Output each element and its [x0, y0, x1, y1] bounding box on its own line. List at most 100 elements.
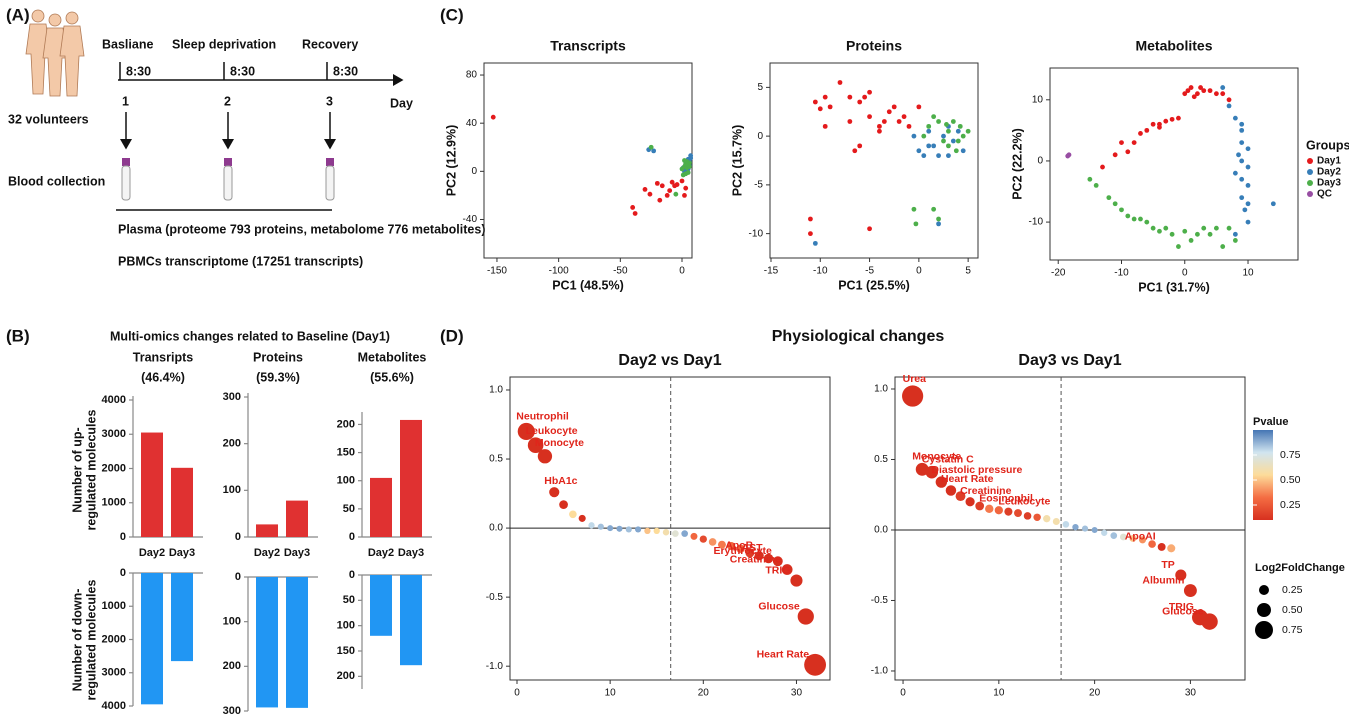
x-tick-label: 10	[1242, 268, 1254, 279]
point	[906, 123, 912, 129]
point	[936, 221, 941, 227]
point	[946, 143, 951, 149]
blood-tubes	[121, 158, 335, 201]
y-axis-label: PC2 (12.9%)	[444, 125, 458, 197]
point	[1125, 149, 1131, 155]
bubble	[1129, 534, 1137, 542]
bubble	[994, 506, 1003, 515]
y-tick-label: 1000	[102, 497, 126, 509]
y-tick-label: 1000	[102, 600, 126, 612]
time-label: 8:30	[230, 64, 255, 78]
point	[916, 148, 922, 154]
point	[936, 216, 941, 222]
point	[957, 123, 963, 129]
point	[1112, 201, 1118, 207]
point-label: Cystatin C	[922, 454, 974, 466]
point	[817, 106, 823, 112]
point	[1112, 152, 1118, 158]
point-label: Heart Rate	[757, 649, 810, 661]
point	[1150, 225, 1156, 231]
point	[1125, 213, 1131, 219]
bubble	[1175, 569, 1187, 581]
bubble	[1167, 544, 1176, 553]
bar	[370, 575, 392, 636]
bubble	[935, 476, 948, 488]
bubble	[662, 528, 670, 536]
colorbar-tick-label: 0.25	[1280, 499, 1301, 511]
point	[921, 133, 927, 139]
y-tick-label: 200	[223, 438, 241, 450]
bubble	[915, 462, 929, 476]
x-axis-label: PC1 (48.5%)	[552, 278, 624, 292]
point-label: Monocyte	[535, 437, 584, 449]
chart-title: Day2 vs Day1	[618, 352, 721, 369]
point	[867, 226, 872, 232]
y-tick-label: 200	[337, 670, 355, 682]
legend-label: Day2	[1317, 167, 1341, 178]
bubble	[1101, 529, 1108, 536]
y-tick-label: 0.5	[874, 454, 888, 465]
bubble	[925, 465, 939, 479]
bubble	[527, 437, 544, 454]
point	[1213, 91, 1219, 97]
bar	[286, 500, 308, 537]
bubble	[975, 501, 985, 511]
point	[926, 123, 932, 129]
point	[1119, 140, 1124, 145]
point	[1106, 195, 1112, 201]
x-tick-label: 0	[679, 266, 685, 277]
bubble	[717, 540, 726, 549]
point	[1066, 152, 1072, 158]
point	[867, 114, 872, 120]
y-axis-label: Number of down-	[70, 589, 84, 692]
x-tick-label: -5	[865, 266, 874, 277]
point	[687, 164, 692, 169]
panel-title: Multi-omics changes related to Baseline …	[110, 329, 390, 343]
point	[651, 148, 657, 154]
y-tick-label: -0.5	[486, 592, 504, 603]
point	[1201, 225, 1207, 231]
point-label: TP	[1161, 559, 1174, 571]
point	[664, 193, 670, 198]
point	[657, 197, 663, 203]
y-tick-label: 3000	[102, 667, 126, 679]
point-label: Creatinine	[960, 485, 1012, 497]
y-tick-label: 2000	[102, 462, 126, 474]
y-tick-label: 0	[235, 571, 241, 583]
point	[1236, 152, 1241, 158]
y-tick-label: 1.0	[489, 385, 503, 396]
point-label: Urea	[903, 373, 927, 385]
plot-frame	[769, 62, 979, 259]
point	[946, 128, 951, 134]
point	[921, 153, 927, 159]
point	[683, 171, 689, 177]
y-tick-label: 40	[466, 118, 478, 129]
bubble	[985, 504, 994, 514]
point	[926, 143, 932, 149]
x-tick-label: 0	[900, 688, 906, 699]
point	[1213, 225, 1219, 231]
point	[1195, 231, 1200, 237]
point	[1232, 115, 1238, 121]
colorbar-tick-label: 0.50	[1280, 474, 1301, 486]
bubble	[1043, 515, 1051, 523]
point	[931, 206, 937, 212]
point	[1100, 164, 1105, 170]
y-tick-label: 0	[471, 166, 477, 177]
bar	[256, 577, 278, 708]
point	[911, 206, 917, 212]
point	[1093, 183, 1099, 188]
point	[822, 123, 828, 129]
bubble	[1110, 532, 1118, 539]
point	[654, 180, 660, 186]
bubble	[1052, 518, 1060, 526]
point	[931, 143, 937, 149]
y-tick-label: 200	[337, 418, 355, 430]
legend-title: Groups	[1306, 138, 1349, 152]
point	[1242, 207, 1248, 213]
blood-label: Blood collection	[8, 174, 105, 188]
legend-title: Log2FoldChange	[1255, 562, 1345, 574]
bubble	[708, 538, 717, 546]
size-legend-label: 0.25	[1282, 584, 1303, 596]
y-tick-label: 50	[343, 594, 355, 606]
